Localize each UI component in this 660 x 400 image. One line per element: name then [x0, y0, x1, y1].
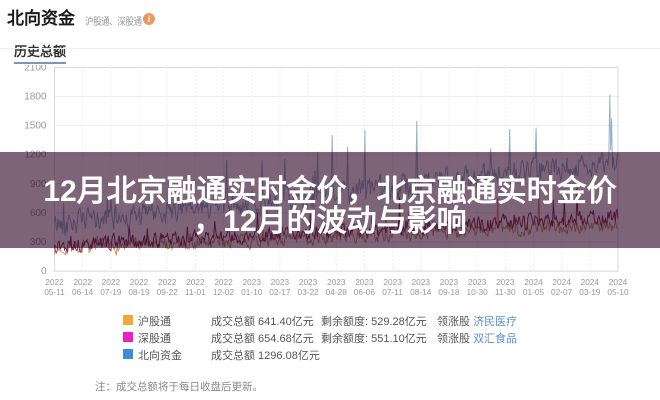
svg-text:2023: 2023 [496, 277, 515, 287]
svg-text:08-14: 08-14 [410, 287, 432, 295]
svg-text:2022: 2022 [158, 277, 177, 287]
svg-text:1800: 1800 [24, 92, 47, 103]
svg-text:12-02: 12-02 [213, 287, 235, 295]
svg-text:2023: 2023 [271, 277, 290, 287]
svg-text:2022: 2022 [102, 277, 121, 287]
svg-text:05-10: 05-10 [607, 287, 629, 295]
svg-text:2022: 2022 [130, 277, 149, 287]
svg-text:03-19: 03-19 [579, 287, 601, 295]
svg-text:03-22: 03-22 [297, 287, 319, 295]
svg-text:05-11: 05-11 [44, 287, 65, 295]
svg-text:2023: 2023 [383, 277, 402, 287]
svg-text:01-10: 01-10 [241, 287, 263, 295]
svg-text:06-14: 06-14 [72, 287, 94, 295]
svg-text:2024: 2024 [609, 277, 628, 287]
svg-text:2023: 2023 [468, 277, 487, 287]
svg-text:07-19: 07-19 [100, 287, 122, 295]
svg-text:08-19: 08-19 [128, 287, 150, 295]
svg-text:2022: 2022 [186, 277, 205, 287]
svg-text:07-11: 07-11 [382, 287, 403, 295]
svg-text:2023: 2023 [355, 277, 374, 287]
svg-text:2024: 2024 [552, 277, 571, 287]
svg-text:2022: 2022 [45, 277, 64, 287]
svg-text:2022: 2022 [214, 277, 233, 287]
svg-text:01-05: 01-05 [523, 287, 545, 295]
svg-text:1500: 1500 [24, 121, 47, 132]
svg-text:2023: 2023 [327, 277, 346, 287]
svg-text:09-18: 09-18 [438, 287, 460, 295]
svg-text:11-30: 11-30 [495, 287, 516, 295]
svg-text:2023: 2023 [440, 277, 459, 287]
svg-text:2023: 2023 [242, 277, 261, 287]
svg-text:2022: 2022 [73, 277, 92, 287]
svg-text:02-17: 02-17 [269, 287, 291, 295]
svg-text:04-28: 04-28 [326, 287, 348, 295]
svg-text:2024: 2024 [581, 277, 600, 287]
svg-text:02-07: 02-07 [551, 287, 573, 295]
svg-text:0: 0 [41, 266, 47, 277]
svg-text:2023: 2023 [299, 277, 318, 287]
svg-text:10-30: 10-30 [467, 287, 489, 295]
svg-text:2024: 2024 [524, 277, 543, 287]
svg-text:09-22: 09-22 [157, 287, 179, 295]
svg-text:2023: 2023 [412, 277, 431, 287]
svg-text:06-06: 06-06 [354, 287, 376, 295]
svg-text:2100: 2100 [24, 65, 47, 73]
svg-text:11-01: 11-01 [185, 287, 206, 295]
